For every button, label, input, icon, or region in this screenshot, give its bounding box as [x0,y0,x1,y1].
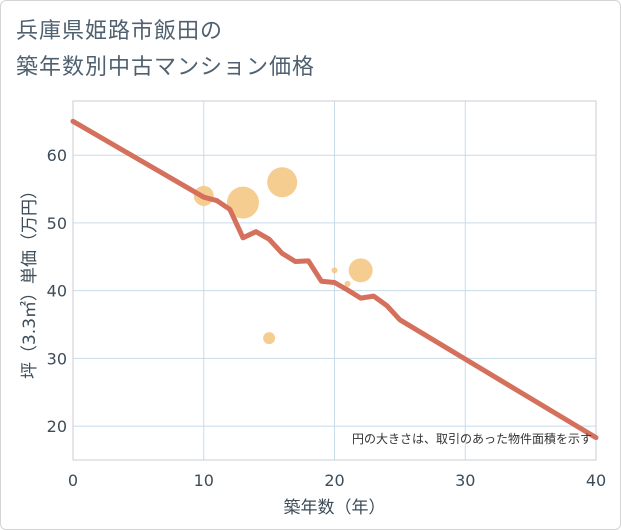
x-tick-label: 30 [455,471,475,490]
chart-title: 兵庫県姫路市飯田の 築年数別中古マンション価格 [16,14,315,86]
x-tick-label: 40 [586,471,606,490]
x-tick-label: 20 [324,471,344,490]
y-tick-label: 20 [47,417,67,436]
trend-line [70,118,599,441]
grid [73,101,596,460]
bubble-point [226,186,259,219]
y-tick-label: 30 [47,349,67,368]
chart-title-line-2: 築年数別中古マンション価格 [16,55,316,80]
x-axis-label: 築年数（年） [284,498,386,518]
x-tick-label: 10 [194,471,214,490]
bubble-point [331,267,338,274]
plot-border [72,100,597,461]
y-tick-label: 40 [47,282,67,301]
y-tick-label: 60 [47,146,67,165]
x-tick-label: 0 [68,471,78,490]
bubble-point [263,332,276,345]
bubble-point [344,280,351,287]
bubble-point [348,258,373,283]
chart-title-line-1: 兵庫県姫路市飯田の [16,19,224,44]
bubble-point [267,167,298,198]
bubble-series [193,167,373,345]
tick-labels: 0 10 20 30 40 20 30 40 50 60 [47,146,607,490]
size-note: 円の大きさは、取引のあった物件面積を示す [352,431,592,446]
y-axis-label: 坪（3.3㎡）単価（万円） [20,182,40,379]
y-tick-label: 50 [47,214,67,233]
